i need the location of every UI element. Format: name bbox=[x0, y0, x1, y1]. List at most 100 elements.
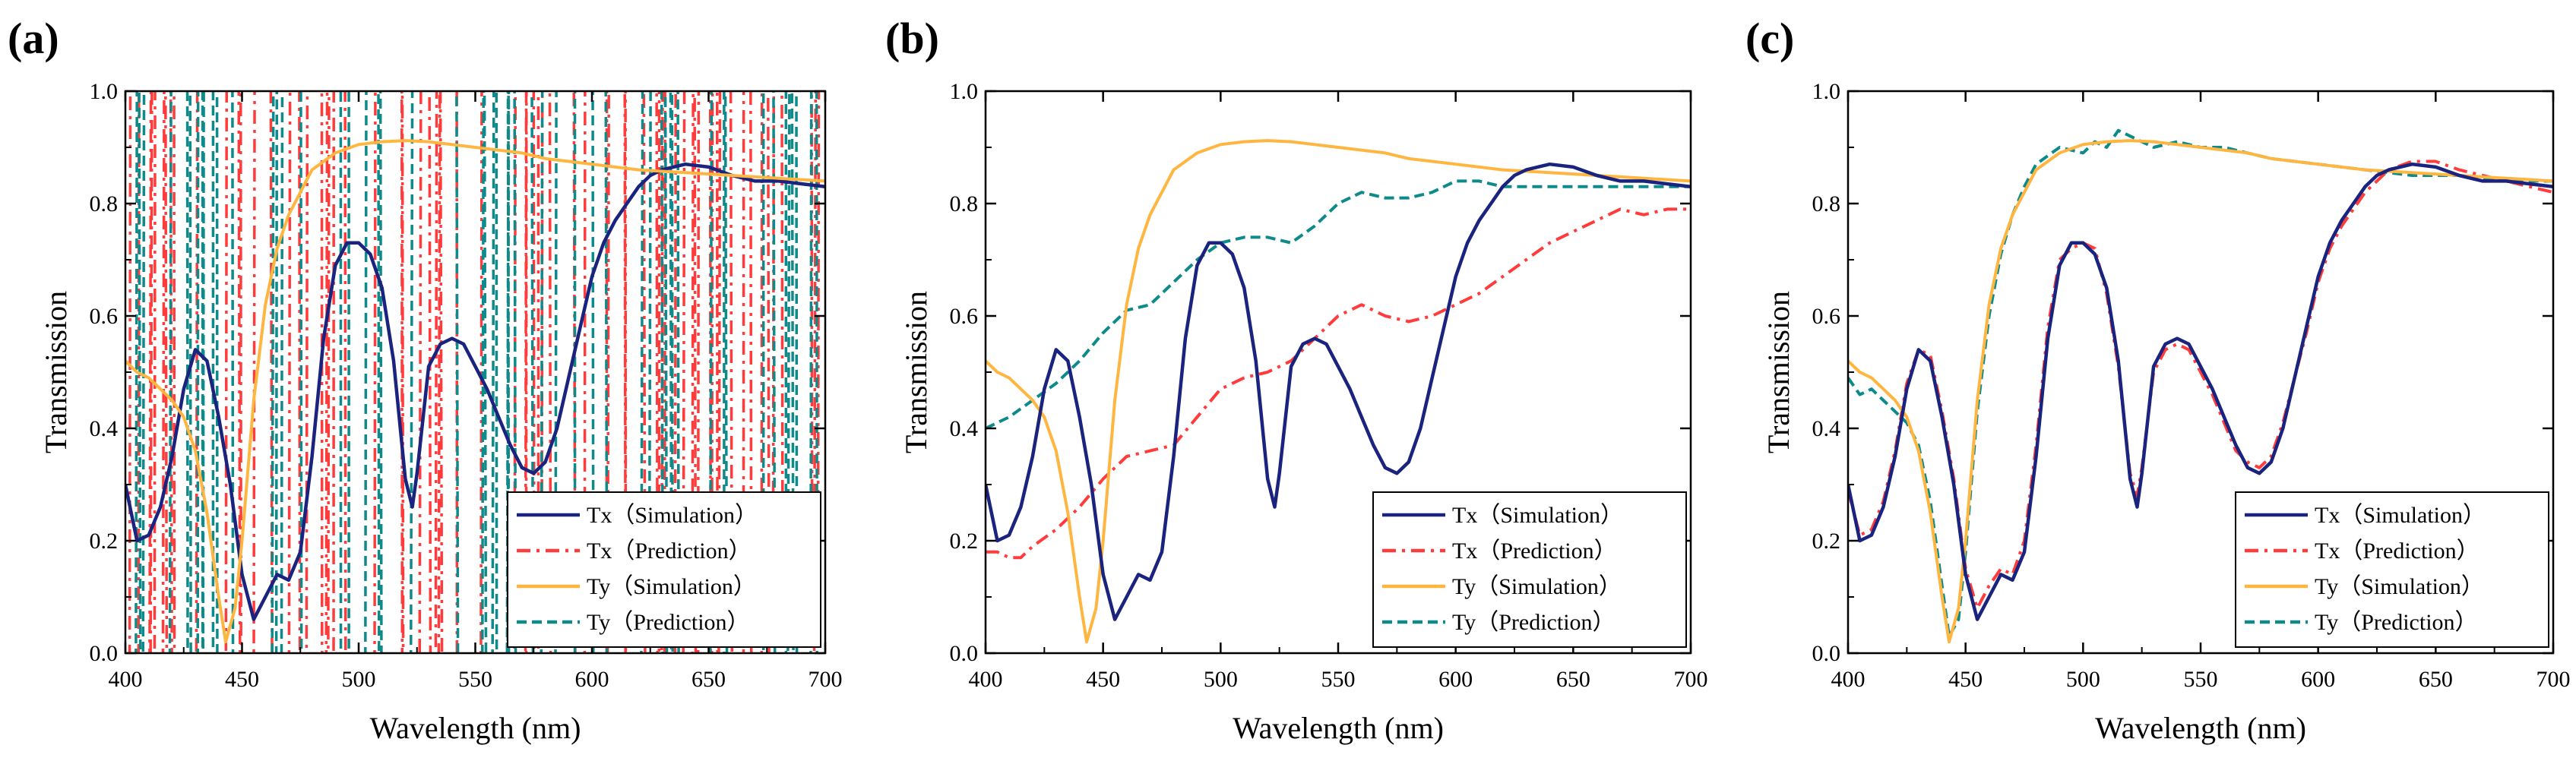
ty-prediction-artifact bbox=[410, 91, 414, 653]
ty-prediction-artifact bbox=[669, 91, 673, 653]
y-tick-label: 0.2 bbox=[950, 529, 979, 554]
tx-prediction-artifact bbox=[696, 91, 701, 653]
y-tick-label: 0.6 bbox=[950, 304, 979, 329]
x-tick-label: 400 bbox=[109, 667, 143, 692]
legend-label-tx-prediction: Tx（Prediction） bbox=[587, 538, 752, 564]
y-tick-label: 0.0 bbox=[1812, 641, 1841, 666]
ty-prediction-artifact bbox=[271, 91, 275, 653]
x-tick-label: 500 bbox=[342, 667, 376, 692]
plot-area bbox=[1848, 128, 2553, 644]
series-line-tx-simulation bbox=[125, 162, 825, 621]
y-tick-label: 0.6 bbox=[1812, 304, 1841, 329]
y-tick-label: 0.8 bbox=[90, 191, 119, 216]
ty-prediction-artifact bbox=[647, 91, 652, 653]
tx-prediction-artifact bbox=[164, 91, 169, 653]
y-tick-label: 0.4 bbox=[1812, 416, 1841, 441]
y-tick-label: 1.0 bbox=[1812, 79, 1841, 104]
x-tick-label: 700 bbox=[809, 667, 843, 692]
tx-prediction-artifact bbox=[305, 91, 309, 653]
x-axis-title: Wavelength (nm) bbox=[2095, 711, 2306, 745]
y-tick-label: 1.0 bbox=[950, 79, 979, 104]
legend-label-tx-prediction: Tx（Prediction） bbox=[1452, 538, 1617, 564]
ty-prediction-artifact bbox=[280, 91, 284, 653]
y-tick-label: 1.0 bbox=[90, 79, 119, 104]
tx-prediction-artifact bbox=[400, 91, 405, 653]
x-tick-label: 550 bbox=[1321, 667, 1356, 692]
tx-prediction-artifact bbox=[428, 91, 432, 653]
series-line-ty-simulation bbox=[125, 139, 825, 644]
tx-prediction-artifact bbox=[252, 91, 256, 653]
y-tick-label: 0.4 bbox=[950, 416, 979, 441]
legend-label-tx-prediction: Tx（Prediction） bbox=[2315, 538, 2479, 564]
tx-prediction-artifact bbox=[343, 91, 347, 653]
tx-prediction-artifact bbox=[324, 91, 329, 653]
legend: Tx（Simulation） Tx（Prediction） Ty（Simulatio… bbox=[2235, 491, 2549, 648]
x-tick-label: 450 bbox=[1086, 667, 1120, 692]
tx-prediction-artifact bbox=[298, 91, 302, 653]
panel-label: (a) bbox=[8, 14, 59, 63]
y-tick-label: 0.2 bbox=[1812, 529, 1841, 554]
series-line-ty-simulation bbox=[986, 139, 1691, 644]
y-axis-title: Transmission bbox=[899, 291, 933, 453]
tx-prediction-artifact bbox=[195, 91, 199, 653]
x-tick-label: 600 bbox=[2301, 667, 2335, 692]
ty-prediction-artifact bbox=[491, 91, 495, 653]
ty-prediction-artifact bbox=[483, 91, 488, 653]
panel-label: (c) bbox=[1745, 14, 1794, 63]
series-line-ty-simulation bbox=[1848, 139, 2553, 644]
y-tick-label: 0.0 bbox=[90, 641, 119, 666]
legend-label-ty-prediction: Ty（Prediction） bbox=[587, 610, 750, 635]
x-tick-label: 650 bbox=[1556, 667, 1590, 692]
ty-prediction-artifact bbox=[660, 91, 664, 653]
y-axis-title: Transmission bbox=[39, 291, 73, 453]
y-axis-title: Transmission bbox=[1761, 291, 1796, 453]
tx-prediction-artifact bbox=[287, 91, 292, 653]
tx-prediction-artifact bbox=[153, 91, 157, 653]
y-tick-label: 0.6 bbox=[90, 304, 119, 329]
panel-label: (b) bbox=[885, 14, 939, 63]
series-line-tx-simulation bbox=[1848, 162, 2553, 621]
y-tick-label: 0.2 bbox=[90, 529, 119, 554]
tx-prediction-artifact bbox=[128, 91, 132, 653]
panel-c: (c) 400 450 500 550 600 650 700 0.0 0.2 0.4 0.6 0.8 1… bbox=[1745, 14, 2571, 745]
legend-label-ty-simulation: Ty（Simulation） bbox=[1452, 574, 1622, 599]
legend-label-ty-simulation: Ty（Simulation） bbox=[587, 574, 756, 599]
x-tick-label: 650 bbox=[2419, 667, 2453, 692]
x-tick-label: 500 bbox=[1204, 667, 1238, 692]
x-tick-label: 600 bbox=[1438, 667, 1473, 692]
tx-prediction-artifact bbox=[169, 91, 173, 653]
legend-box bbox=[507, 491, 821, 648]
tx-prediction-artifact bbox=[710, 91, 714, 653]
ty-prediction-artifact bbox=[141, 91, 146, 653]
legend-box bbox=[1372, 491, 1687, 648]
x-tick-label: 450 bbox=[1948, 667, 1983, 692]
x-tick-label: 400 bbox=[1831, 667, 1866, 692]
ty-prediction-artifact bbox=[299, 91, 303, 653]
tx-prediction-artifact bbox=[161, 91, 166, 653]
tx-prediction-artifact bbox=[434, 91, 438, 653]
x-tick-label: 650 bbox=[691, 667, 726, 692]
legend: Tx（Simulation） Tx（Prediction） Ty（Simulatio… bbox=[1372, 491, 1687, 648]
tx-prediction-artifact bbox=[767, 91, 771, 653]
tx-prediction-artifact bbox=[149, 91, 153, 653]
legend-label-tx-simulation: Tx（Simulation） bbox=[1452, 503, 1623, 528]
x-tick-label: 500 bbox=[2066, 667, 2100, 692]
plot-area bbox=[986, 139, 1691, 644]
x-axis-title: Wavelength (nm) bbox=[1233, 711, 1444, 745]
x-tick-label: 700 bbox=[2536, 667, 2571, 692]
tx-prediction-artifact bbox=[437, 91, 441, 653]
panel-a: (a) 400 450 500 550 600 650 700 0.0 0.2 0.4 0.6 0.8 1… bbox=[8, 14, 843, 745]
series-line-ty-prediction bbox=[986, 179, 1691, 430]
tx-prediction-artifact bbox=[812, 91, 818, 653]
ty-prediction-artifact bbox=[201, 91, 205, 653]
ty-prediction-artifact bbox=[790, 91, 795, 653]
x-tick-label: 600 bbox=[575, 667, 609, 692]
ty-prediction-artifact bbox=[377, 91, 381, 653]
ty-prediction-artifact bbox=[168, 91, 172, 653]
ty-prediction-artifact bbox=[455, 91, 460, 653]
y-tick-label: 0.0 bbox=[950, 641, 979, 666]
tx-prediction-artifact bbox=[691, 91, 695, 653]
tx-prediction-artifact bbox=[237, 91, 242, 653]
tx-prediction-artifact bbox=[327, 91, 331, 653]
ty-prediction-artifact bbox=[134, 91, 138, 653]
